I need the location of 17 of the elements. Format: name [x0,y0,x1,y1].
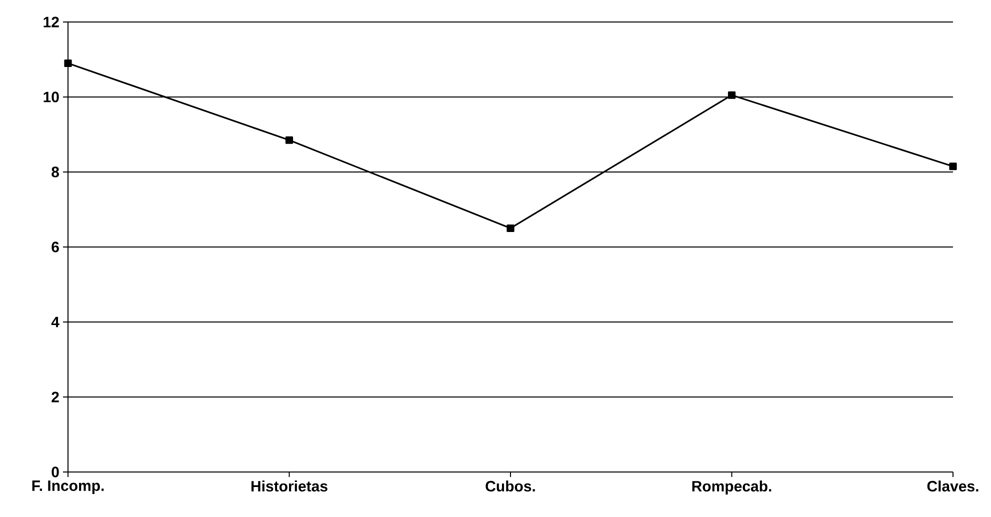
x-tick-label: Cubos. [486,480,535,492]
x-tick-label: Historietas [251,480,328,492]
y-tick-label: 10 [44,92,59,102]
y-tick-label: 12 [44,16,59,28]
point [64,59,72,68]
x-tick-label: Claves. [927,480,978,492]
x-tick-label: F. Incomp. [32,480,104,494]
y-tick-label: 4 [51,316,60,328]
point [949,162,957,170]
x-tick-label: Rompecab. [692,480,772,495]
y-tick-label: 8 [52,166,59,178]
y-tick-label: 6 [52,242,59,252]
point [506,224,514,232]
y-tick-label: 2 [52,392,59,402]
point [728,91,736,99]
y-tick-label: 0 [52,466,59,478]
point [285,136,294,144]
